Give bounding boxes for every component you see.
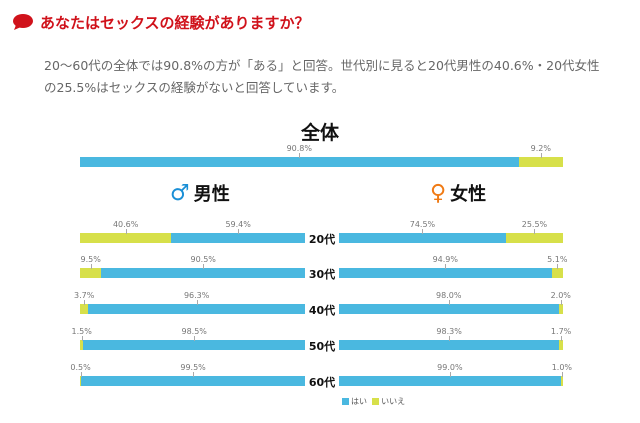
male-yes-tick (238, 229, 240, 234)
male-bar (80, 268, 305, 278)
female-no-segment (560, 376, 563, 386)
male-no-label: 40.6% (112, 220, 139, 229)
female-no-tick (560, 300, 562, 305)
male-yes-label: 98.5% (181, 327, 207, 336)
female-no-label: 1.0% (551, 363, 573, 372)
female-yes-segment (339, 340, 560, 350)
legend-swatch-yes (342, 398, 349, 405)
female-yes-segment (339, 268, 552, 278)
male-symbol-icon: ♂ (170, 181, 190, 206)
female-bar (339, 376, 563, 386)
female-header: ♀ 女性 (430, 180, 486, 206)
female-symbol-icon: ♀ (430, 181, 447, 206)
legend-label-yes: はい (351, 397, 367, 406)
female-no-label: 2.0% (550, 291, 571, 300)
male-no-tick (125, 229, 127, 234)
male-bar (80, 304, 305, 314)
female-yes-segment (339, 376, 561, 386)
male-yes-tick (194, 336, 196, 341)
male-label: 男性 (193, 184, 230, 205)
male-yes-segment (81, 376, 305, 386)
overall-title: 全体 (300, 122, 339, 144)
male-yes-segment (101, 268, 305, 278)
age-label: 40代 (308, 304, 336, 317)
description: 20～60代の全体では90.8%の方が「ある」と回答。世代別に見ると20代男性の… (44, 58, 600, 95)
male-yes-label: 99.5% (180, 363, 206, 372)
female-yes-label: 94.9% (432, 255, 458, 264)
male-yes-label: 90.5% (190, 255, 216, 264)
female-no-label: 1.7% (550, 327, 572, 336)
female-yes-tick (445, 264, 447, 269)
age-label: 60代 (308, 376, 336, 389)
female-yes-label: 74.5% (409, 220, 436, 229)
overall-bar (80, 157, 563, 167)
male-no-segment (80, 304, 89, 314)
male-no-label: 3.7% (73, 291, 95, 300)
female-yes-tick (449, 372, 451, 377)
age-label: 20代 (308, 233, 336, 246)
male-bar (80, 233, 305, 243)
male-yes-tick (203, 264, 205, 269)
male-yes-tick (193, 372, 195, 377)
male-yes-tick (196, 300, 198, 305)
male-no-segment (80, 268, 102, 278)
male-no-label: 1.5% (71, 327, 92, 336)
male-no-tick (80, 372, 82, 377)
female-yes-tick (449, 336, 451, 341)
female-yes-label: 99.0% (437, 363, 463, 372)
female-bar (339, 304, 563, 314)
male-no-segment (80, 340, 84, 350)
male-no-tick (81, 336, 83, 341)
male-bar (80, 340, 305, 350)
female-no-segment (558, 304, 563, 314)
female-no-label: 5.1% (547, 255, 568, 264)
legend-label-no: いいえ (381, 397, 406, 406)
female-yes-segment (339, 304, 559, 314)
age-label: 30代 (308, 268, 336, 281)
overall-no-segment (518, 157, 563, 167)
female-no-tick (561, 336, 563, 341)
female-bar (339, 233, 563, 243)
male-bar (80, 376, 305, 386)
female-yes-label: 98.3% (436, 327, 462, 336)
male-yes-label: 59.4% (225, 220, 251, 229)
female-yes-segment (339, 233, 506, 243)
male-yes-segment (88, 304, 305, 314)
male-no-label: 0.5% (70, 363, 91, 372)
overall-no-label: 9.2% (530, 144, 551, 153)
male-yes-segment (83, 340, 305, 350)
male-no-segment (80, 233, 172, 243)
overall-yes-tick (299, 153, 301, 158)
legend: はい いいえ (342, 396, 405, 407)
male-no-tick (84, 300, 86, 305)
male-header: ♂ 男性 (170, 180, 230, 206)
female-bar (339, 268, 563, 278)
legend-swatch-no (372, 398, 380, 405)
page-title: あなたはセックスの経験がありますか？ (40, 14, 310, 32)
female-no-segment (505, 233, 563, 243)
male-no-segment (80, 376, 82, 386)
female-bar (339, 340, 563, 350)
speech-bubble-icon (13, 14, 33, 30)
female-no-tick (534, 229, 536, 234)
female-no-segment (559, 340, 563, 350)
male-yes-label: 96.3% (183, 291, 210, 300)
female-yes-label: 98.0% (436, 291, 462, 300)
male-no-tick (90, 264, 92, 269)
female-no-tick (557, 264, 559, 269)
female-no-segment (551, 268, 563, 278)
overall-yes-segment (80, 157, 519, 167)
overall-yes-label: 90.8% (286, 144, 312, 153)
male-no-label: 9.5% (80, 255, 101, 264)
female-yes-tick (422, 229, 424, 234)
age-label: 50代 (308, 340, 336, 353)
male-yes-segment (171, 233, 305, 243)
female-no-tick (561, 372, 563, 377)
overall-no-tick (540, 153, 542, 158)
female-yes-tick (448, 300, 450, 305)
female-no-label: 25.5% (521, 220, 548, 229)
female-label: 女性 (450, 184, 487, 205)
